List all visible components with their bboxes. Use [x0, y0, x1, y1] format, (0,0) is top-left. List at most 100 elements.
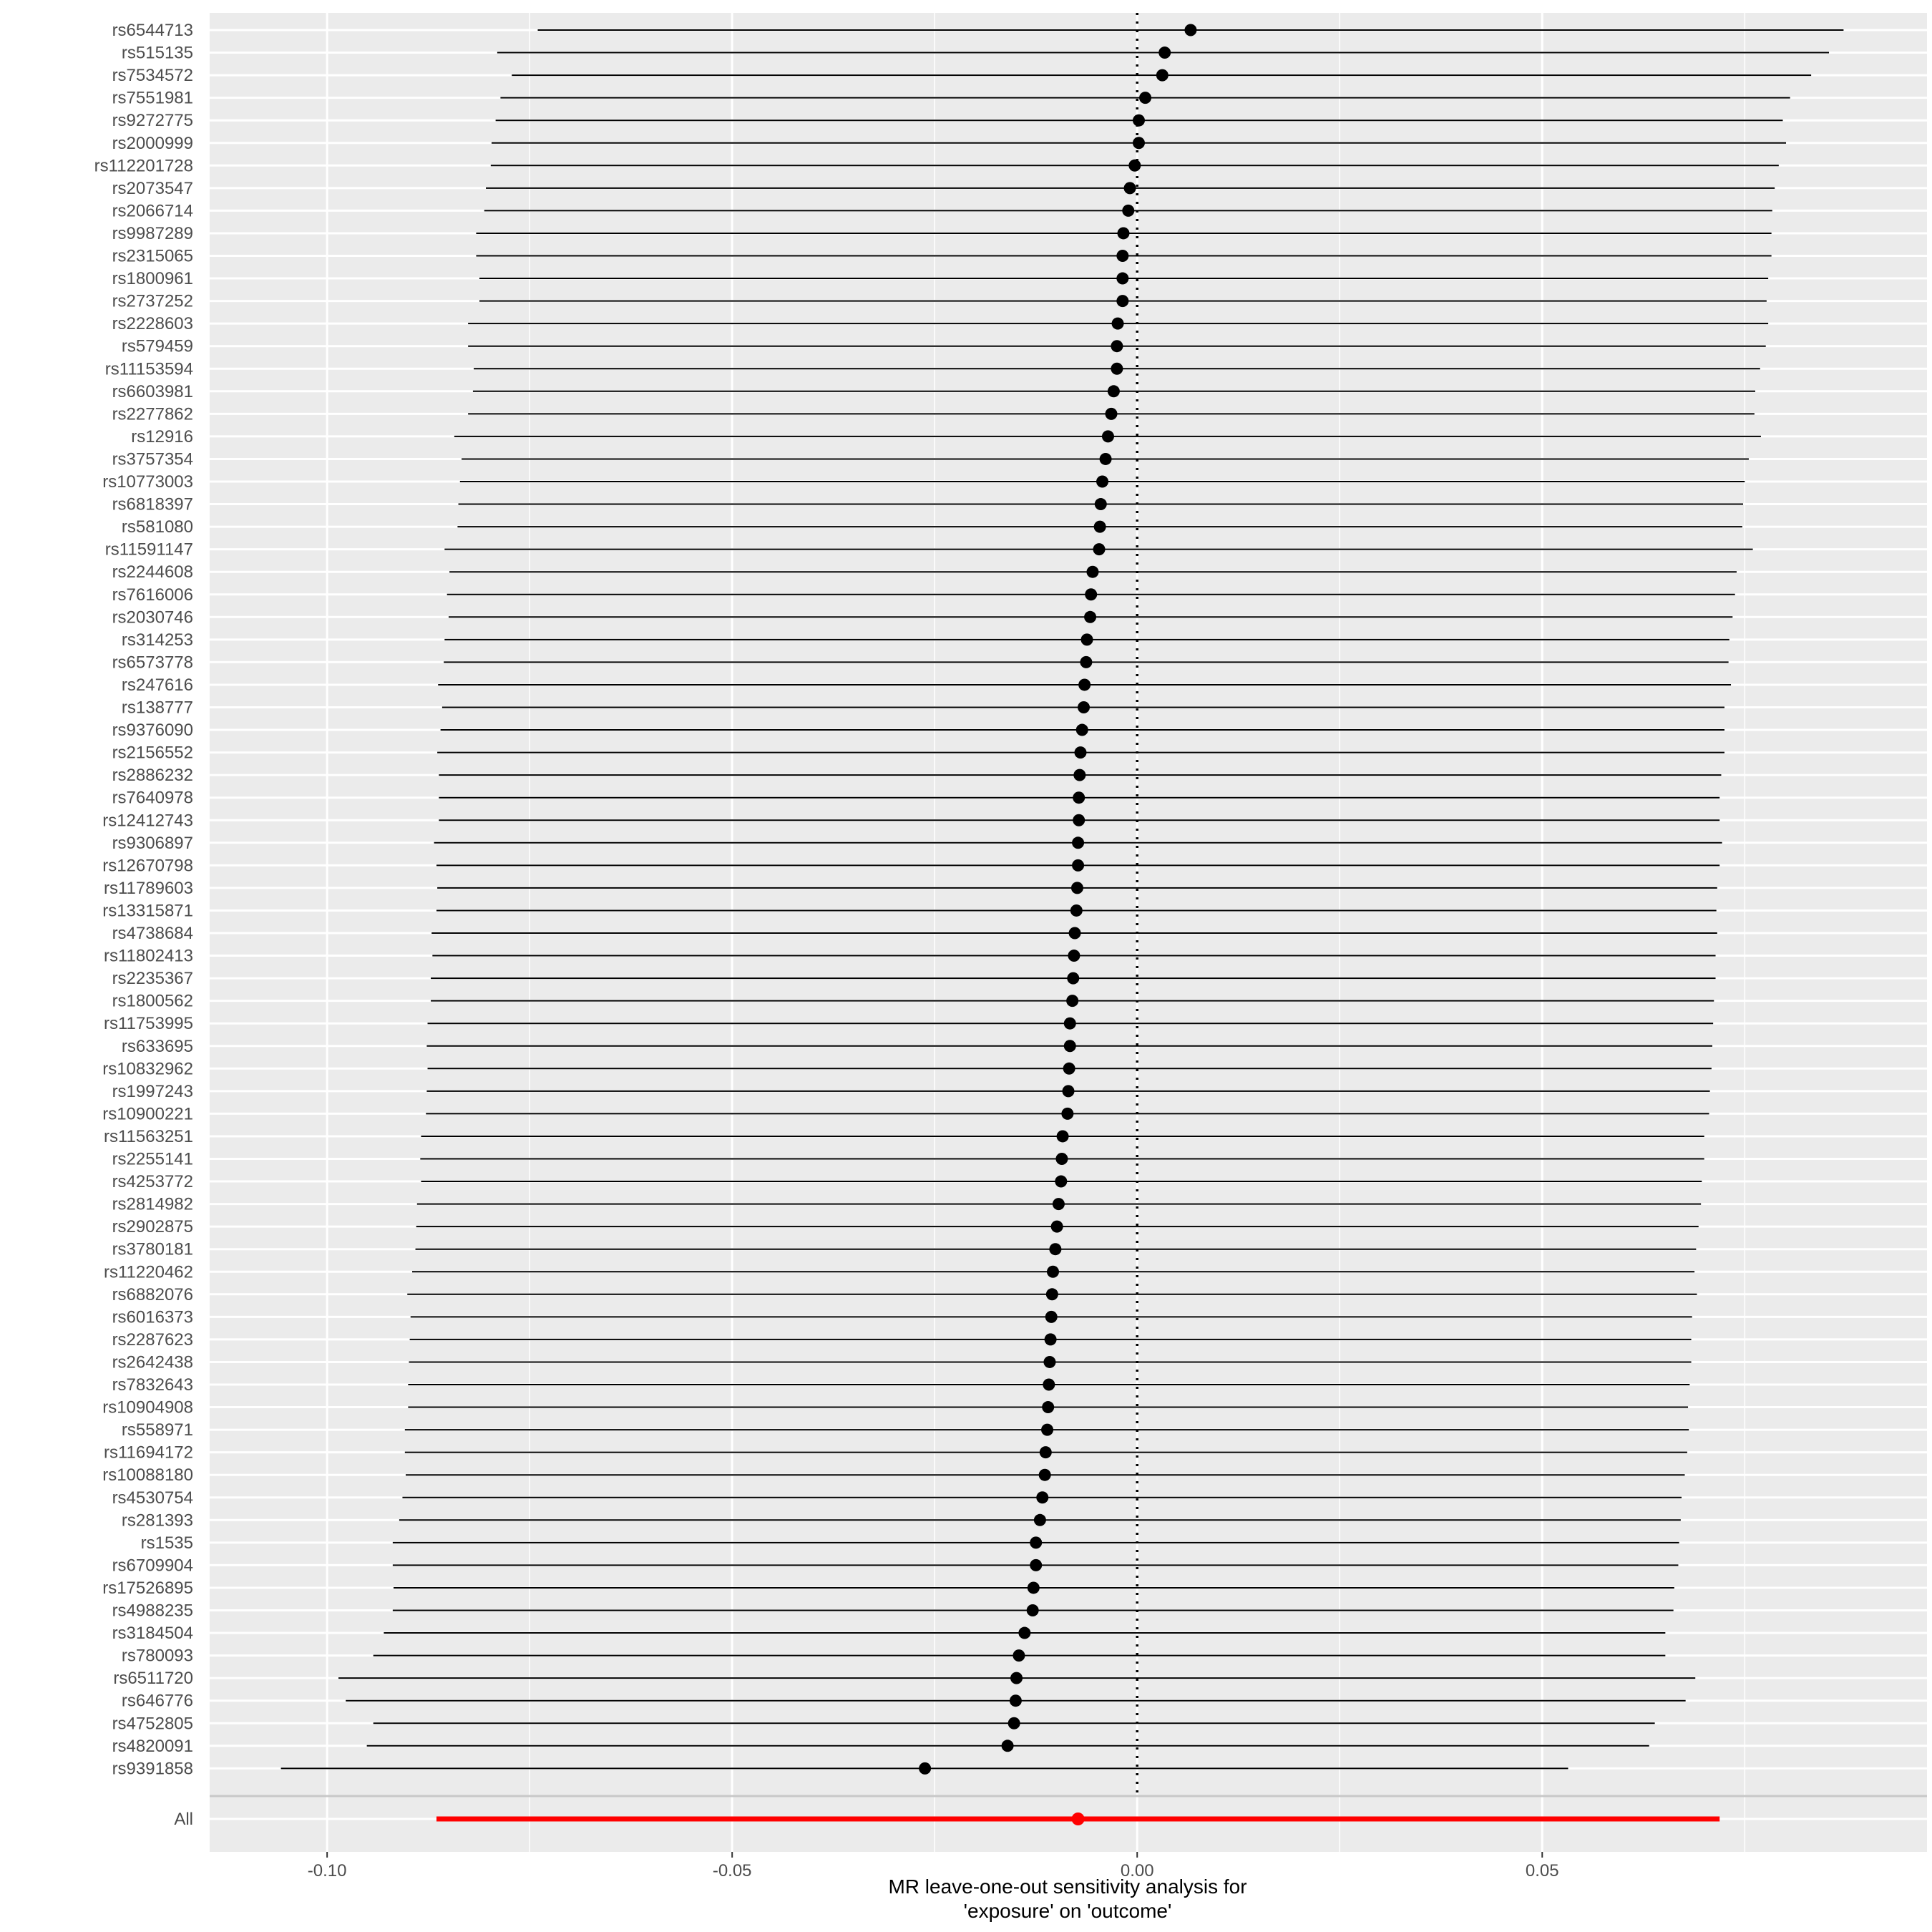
point-rs2030746	[1084, 610, 1097, 623]
point-rs2737252	[1116, 295, 1129, 308]
y-label-rs9376090: rs9376090	[112, 721, 193, 740]
y-label-rs6016373: rs6016373	[112, 1307, 193, 1327]
point-rs10900221	[1061, 1107, 1074, 1120]
x-tick-label: 0.05	[1526, 1861, 1559, 1880]
y-label-rs2277862: rs2277862	[112, 404, 193, 424]
point-rs6573778	[1080, 655, 1093, 668]
y-label-rs10832962: rs10832962	[102, 1059, 193, 1078]
y-label-rs10904908: rs10904908	[102, 1398, 193, 1418]
point-rs4253772	[1055, 1175, 1068, 1188]
point-rs11591147	[1093, 543, 1106, 556]
y-axis-labels: rs6544713 rs515135 rs7534572 rs7551981 rs927…	[94, 21, 193, 1829]
point-rs112201728	[1128, 159, 1141, 172]
point-rs1535	[1030, 1536, 1043, 1549]
point-rs6511720	[1010, 1672, 1023, 1684]
y-label-rs2244608: rs2244608	[112, 562, 193, 582]
x-tick-label: -0.10	[308, 1861, 347, 1880]
point-rs9376090	[1075, 723, 1088, 736]
y-label-rs7616006: rs7616006	[112, 585, 193, 605]
point-rs6016373	[1045, 1310, 1058, 1323]
point-rs2235367	[1067, 972, 1080, 985]
y-label-rs2886232: rs2886232	[112, 766, 193, 785]
y-label-rs7534572: rs7534572	[112, 66, 193, 85]
point-rs4752805	[1008, 1717, 1020, 1729]
y-label-rs2642438: rs2642438	[112, 1352, 193, 1372]
point-rs7640978	[1073, 791, 1085, 804]
point-rs646776	[1009, 1694, 1022, 1707]
point-rs4530754	[1036, 1491, 1049, 1504]
y-label-rs2030746: rs2030746	[112, 608, 193, 627]
y-label-rs9272775: rs9272775	[112, 111, 193, 130]
y-label-rs1997243: rs1997243	[112, 1082, 193, 1101]
point-rs12916	[1101, 430, 1114, 443]
point-rs17526895	[1027, 1581, 1040, 1594]
x-tick-label: 0.00	[1121, 1861, 1154, 1880]
point-rs4820091	[1001, 1740, 1014, 1752]
point-rs1800562	[1066, 995, 1079, 1008]
y-label-rs12916: rs12916	[131, 427, 193, 447]
y-label-rs11694172: rs11694172	[104, 1443, 193, 1463]
point-rs2315065	[1116, 250, 1129, 262]
y-label-rs1800562: rs1800562	[112, 992, 193, 1011]
y-label-rs4738684: rs4738684	[112, 924, 193, 943]
x-axis-title-line-1: MR leave-one-out sensitivity analysis fo…	[888, 1875, 1246, 1898]
point-rs2156552	[1074, 746, 1087, 759]
y-label-rs6603981: rs6603981	[112, 382, 193, 401]
y-label-rs633695: rs633695	[122, 1037, 193, 1056]
point-rs579459	[1111, 340, 1123, 353]
x-axis-title-line-2: 'exposure' on 'outcome'	[964, 1900, 1172, 1922]
y-label-rs112201728: rs112201728	[94, 156, 193, 175]
y-label-rs2255141: rs2255141	[112, 1150, 193, 1169]
point-rs7551981	[1139, 92, 1152, 104]
y-label-rs2902875: rs2902875	[112, 1217, 193, 1236]
y-label-rs9391858: rs9391858	[112, 1759, 193, 1778]
y-label-rs646776: rs646776	[122, 1692, 193, 1711]
point-rs12670798	[1072, 859, 1085, 872]
point-rs247616	[1078, 678, 1091, 691]
y-label-rs13315871: rs13315871	[102, 901, 193, 920]
y-label-rs3757354: rs3757354	[112, 449, 193, 469]
y-label-rs780093: rs780093	[122, 1646, 193, 1666]
y-label-rs3184504: rs3184504	[112, 1624, 193, 1643]
point-rs6709904	[1030, 1558, 1043, 1571]
point-rs2073547	[1123, 182, 1136, 195]
y-label-rs2814982: rs2814982	[112, 1195, 193, 1214]
y-label-rs2737252: rs2737252	[112, 292, 193, 311]
y-label-rs10900221: rs10900221	[102, 1104, 193, 1123]
y-label-rs281393: rs281393	[122, 1511, 193, 1530]
point-rs11753995	[1063, 1017, 1076, 1030]
y-label-rs2235367: rs2235367	[112, 969, 193, 988]
point-rs6882076	[1045, 1288, 1058, 1301]
y-label-rs138777: rs138777	[122, 698, 193, 718]
point-rs11694172	[1039, 1446, 1052, 1459]
y-label-rs7832643: rs7832643	[112, 1375, 193, 1395]
point-rs11789603	[1070, 882, 1083, 894]
y-label-rs10773003: rs10773003	[102, 472, 193, 492]
overall-point	[1071, 1813, 1085, 1825]
overall-row	[436, 1813, 1720, 1825]
point-rs10904908	[1042, 1401, 1055, 1414]
point-rs4738684	[1068, 927, 1081, 940]
point-rs13315871	[1070, 904, 1083, 917]
point-rs633695	[1063, 1040, 1076, 1053]
y-label-rs4253772: rs4253772	[112, 1172, 193, 1191]
point-rs2642438	[1043, 1355, 1056, 1368]
point-rs11802413	[1068, 950, 1080, 962]
y-label-rs4988235: rs4988235	[112, 1601, 193, 1621]
y-label-rs2315065: rs2315065	[112, 247, 193, 266]
y-label-rs4530754: rs4530754	[112, 1488, 193, 1508]
point-rs2244608	[1086, 565, 1099, 578]
y-label-rs3780181: rs3780181	[112, 1240, 193, 1259]
y-label-rs6544713: rs6544713	[112, 21, 193, 40]
point-rs12412743	[1073, 814, 1085, 826]
point-rs1997243	[1062, 1085, 1075, 1098]
point-rs11220462	[1046, 1265, 1059, 1278]
x-axis-ticks: -0.10 -0.05 0.00 0.05	[308, 1852, 1559, 1880]
point-rs2000999	[1132, 137, 1145, 150]
y-label-rs12412743: rs12412743	[102, 811, 193, 830]
point-rs11563251	[1056, 1130, 1069, 1143]
y-label-rs9306897: rs9306897	[112, 834, 193, 853]
point-rs2814982	[1052, 1198, 1065, 1211]
y-label-rs4820091: rs4820091	[112, 1737, 193, 1756]
point-rs3184504	[1018, 1626, 1031, 1639]
